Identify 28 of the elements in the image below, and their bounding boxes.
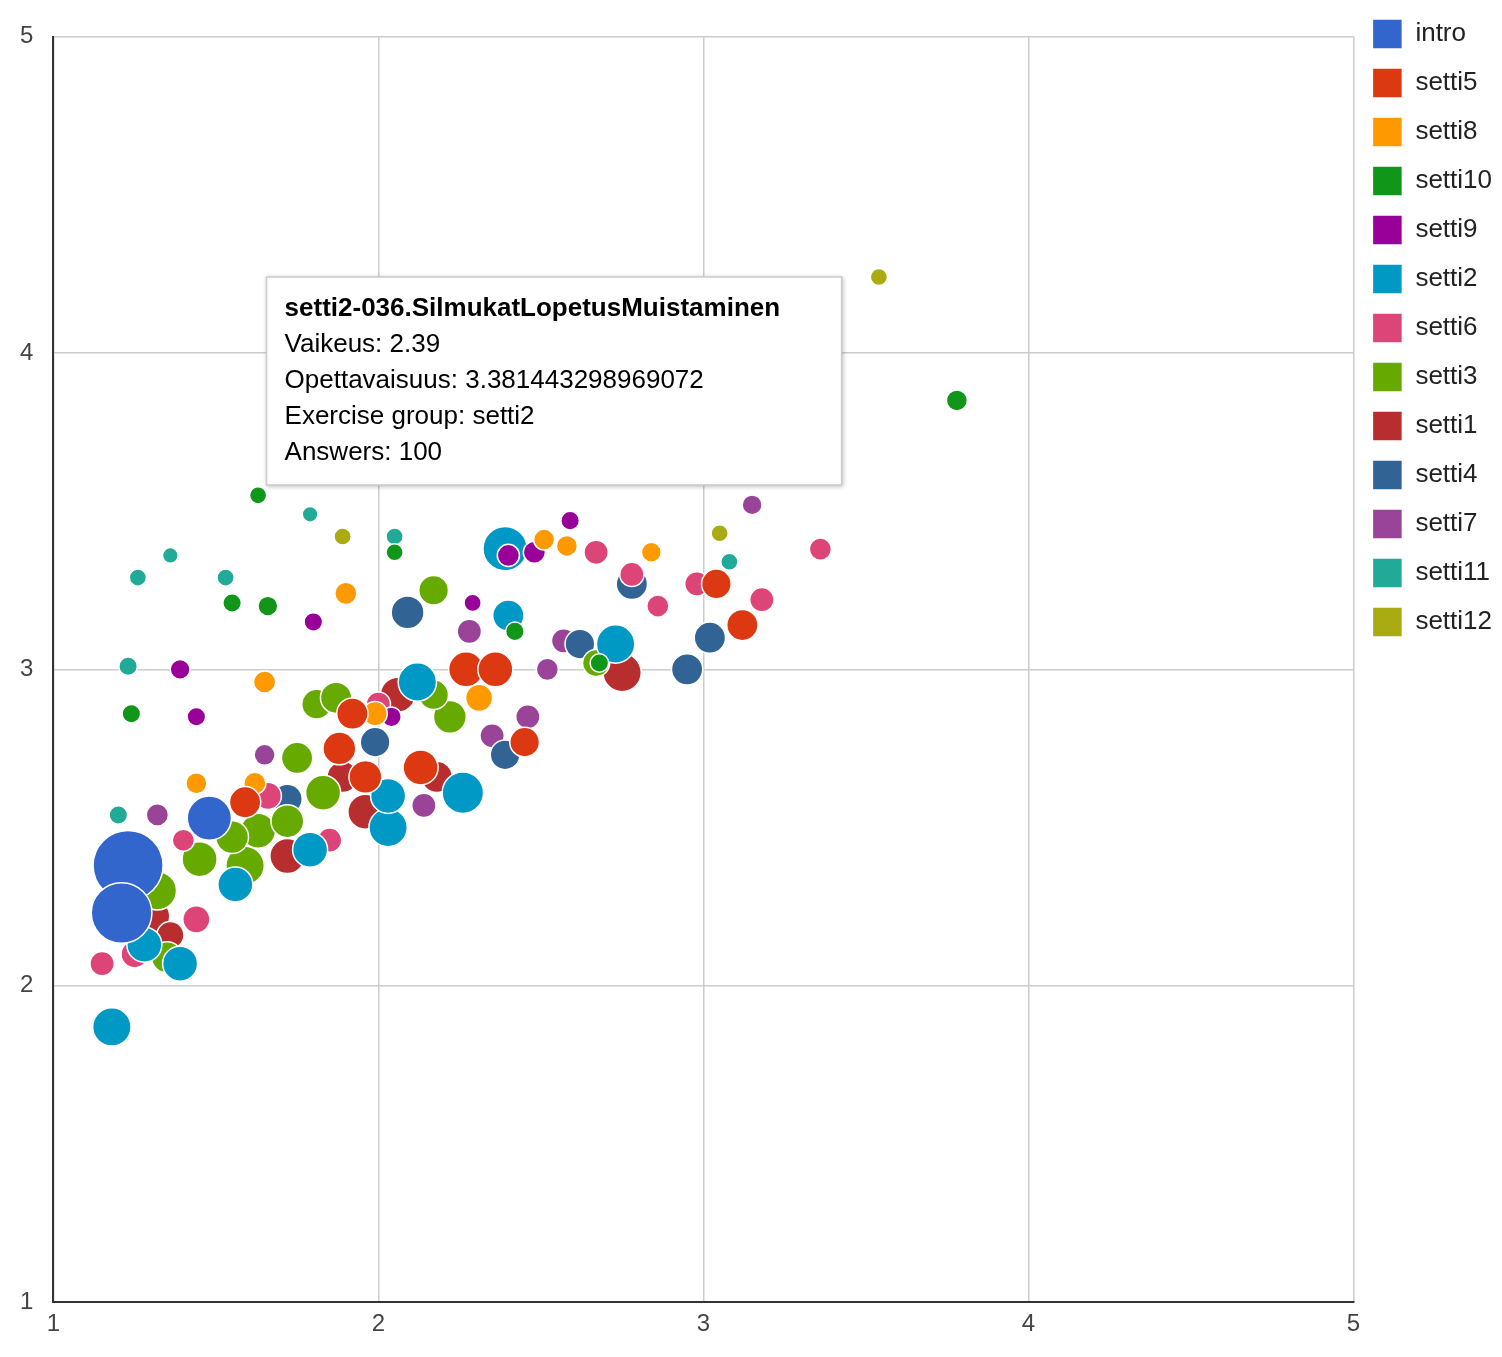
y-tick-label: 4 bbox=[19, 337, 34, 365]
legend-label: setti7 bbox=[1415, 507, 1478, 538]
annotation: setti2-036.SilmukatLopetusMuistaminen bbox=[284, 292, 781, 323]
legend-label: setti2 bbox=[1415, 262, 1478, 293]
legend-label: intro bbox=[1415, 17, 1466, 48]
y-tick-label: 3 bbox=[19, 653, 34, 681]
legend-label: setti8 bbox=[1415, 115, 1478, 146]
legend-label: setti4 bbox=[1415, 458, 1478, 489]
x-tick-label: 2 bbox=[371, 1309, 386, 1337]
x-tick-label: 3 bbox=[696, 1309, 711, 1337]
y-tick-label: 5 bbox=[19, 21, 34, 49]
x-tick-label: 5 bbox=[1346, 1309, 1361, 1337]
x-tick-label: 4 bbox=[1021, 1309, 1036, 1337]
annotation: Opettavaisuus: 3.381443298969072 bbox=[284, 364, 704, 395]
legend-label: setti3 bbox=[1415, 360, 1478, 391]
legend-label: setti5 bbox=[1415, 66, 1478, 97]
legend-label: setti12 bbox=[1415, 605, 1493, 636]
legend-label: setti6 bbox=[1415, 311, 1478, 342]
annotation: Vaikeus: 2.39 bbox=[284, 328, 441, 359]
annotation: Answers: 100 bbox=[284, 436, 443, 467]
legend-label: setti9 bbox=[1415, 213, 1478, 244]
y-tick-label: 1 bbox=[19, 1286, 34, 1314]
x-tick-label: 1 bbox=[46, 1309, 61, 1337]
legend-label: setti11 bbox=[1415, 556, 1491, 587]
annotation: Exercise group: setti2 bbox=[284, 400, 535, 431]
y-tick-label: 2 bbox=[19, 970, 34, 998]
legend-label: setti1 bbox=[1415, 409, 1478, 440]
legend-label: setti10 bbox=[1415, 164, 1493, 195]
